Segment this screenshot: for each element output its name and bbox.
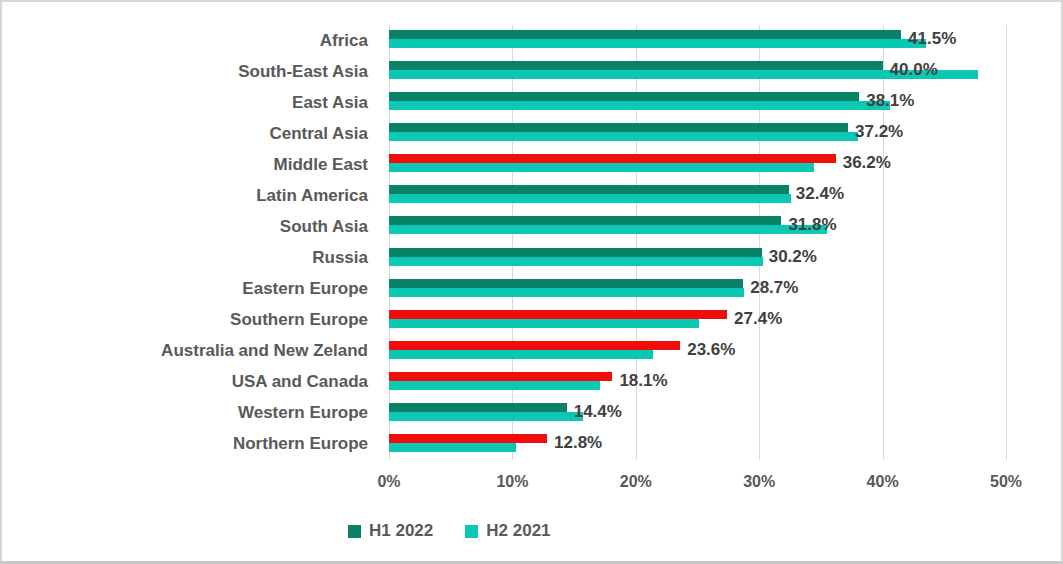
value-label: 41.5% xyxy=(908,30,956,48)
value-label: 14.4% xyxy=(574,403,622,421)
h1-2022-bar xyxy=(389,30,901,39)
category-label: Northern Europe xyxy=(0,434,378,454)
h1-2022-bar xyxy=(389,310,727,319)
x-axis: 0%10%20%30%40%50% xyxy=(389,473,1006,495)
x-tick-label: 30% xyxy=(724,473,794,491)
category-label: Australia and New Zeland xyxy=(0,341,378,361)
chart-legend: H1 2022 H2 2021 xyxy=(348,521,551,541)
h2-2021-bar xyxy=(389,350,653,359)
h2-2021-bar xyxy=(389,257,763,266)
legend-label: H1 2022 xyxy=(369,521,433,541)
x-tick-label: 0% xyxy=(354,473,424,491)
h1-2022-bar xyxy=(389,341,680,350)
legend-item: H2 2021 xyxy=(465,521,550,541)
value-label: 36.2% xyxy=(843,154,891,172)
legend-swatch-icon xyxy=(465,525,478,538)
value-label: 18.1% xyxy=(619,372,667,390)
value-label: 37.2% xyxy=(855,123,903,141)
category-label: Western Europe xyxy=(0,403,378,423)
category-label: East Asia xyxy=(0,93,378,113)
h1-2022-bar xyxy=(389,434,547,443)
h2-2021-bar xyxy=(389,381,600,390)
category-axis: Africa South-East Asia East Asia Central As… xyxy=(0,25,378,460)
h1-2022-bar xyxy=(389,279,743,288)
gridline-30 xyxy=(759,25,760,460)
gridline-0 xyxy=(389,25,390,460)
value-label: 38.1% xyxy=(866,92,914,110)
category-label: USA and Canada xyxy=(0,372,378,392)
legend-label: H2 2021 xyxy=(486,521,550,541)
category-label: Latin America xyxy=(0,186,378,206)
h1-2022-bar xyxy=(389,248,762,257)
h2-2021-bar xyxy=(389,288,744,297)
legend-item: H1 2022 xyxy=(348,521,433,541)
value-label: 31.8% xyxy=(788,216,836,234)
legend-swatch-icon xyxy=(348,525,361,538)
h2-2021-bar xyxy=(389,132,858,141)
h1-2022-bar xyxy=(389,403,567,412)
h2-2021-bar xyxy=(389,101,890,110)
category-label: South Asia xyxy=(0,217,378,237)
category-label: Eastern Europe xyxy=(0,279,378,299)
category-label: Russia xyxy=(0,248,378,268)
category-label: Africa xyxy=(0,31,378,51)
value-label: 23.6% xyxy=(687,341,735,359)
category-label: South-East Asia xyxy=(0,62,378,82)
gridline-10 xyxy=(512,25,513,460)
category-label: Middle East xyxy=(0,155,378,175)
x-tick-label: 40% xyxy=(848,473,918,491)
h2-2021-bar xyxy=(389,194,791,203)
value-label: 12.8% xyxy=(554,434,602,452)
x-tick-label: 50% xyxy=(971,473,1041,491)
value-label: 30.2% xyxy=(769,248,817,266)
x-tick-label: 10% xyxy=(477,473,547,491)
h1-2022-bar xyxy=(389,185,789,194)
h2-2021-bar xyxy=(389,412,583,421)
h2-2021-bar xyxy=(389,163,814,172)
h1-2022-bar xyxy=(389,123,848,132)
h2-2021-bar xyxy=(389,443,516,452)
value-label: 32.4% xyxy=(796,185,844,203)
gridline-20 xyxy=(636,25,637,460)
category-label: Central Asia xyxy=(0,124,378,144)
category-label: Southern Europe xyxy=(0,310,378,330)
chart-plot-area: 41.5% 40.0% 38.1% 37.2% 36.2% 32.4% 31.8% 30.2%… xyxy=(389,25,1006,460)
h1-2022-bar xyxy=(389,154,836,163)
h1-2022-bar xyxy=(389,92,859,101)
value-label: 27.4% xyxy=(734,310,782,328)
h2-2021-bar xyxy=(389,39,926,48)
h1-2022-bar xyxy=(389,61,883,70)
h2-2021-bar xyxy=(389,319,699,328)
h1-2022-bar xyxy=(389,372,612,381)
value-label: 28.7% xyxy=(750,279,798,297)
gridline-50 xyxy=(1006,25,1007,460)
h1-2022-bar xyxy=(389,216,781,225)
x-tick-label: 20% xyxy=(601,473,671,491)
value-label: 40.0% xyxy=(890,61,938,79)
h2-2021-bar xyxy=(389,225,827,234)
